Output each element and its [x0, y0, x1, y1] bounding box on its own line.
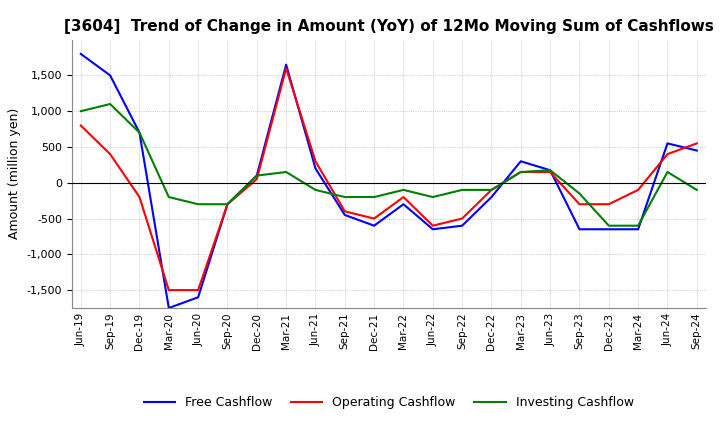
Investing Cashflow [164, 194, 173, 200]
Free Cashflow [487, 194, 496, 200]
Investing Cashflow [634, 223, 642, 228]
Free Cashflow [428, 227, 437, 232]
Investing Cashflow [693, 187, 701, 193]
Investing Cashflow [106, 101, 114, 106]
Operating Cashflow [399, 194, 408, 200]
Investing Cashflow [458, 187, 467, 193]
Operating Cashflow [106, 151, 114, 157]
Investing Cashflow [516, 169, 525, 175]
Operating Cashflow [311, 159, 320, 164]
Operating Cashflow [341, 209, 349, 214]
Operating Cashflow [164, 287, 173, 293]
Free Cashflow [253, 173, 261, 178]
Investing Cashflow [428, 194, 437, 200]
Free Cashflow [106, 73, 114, 78]
Free Cashflow [223, 202, 232, 207]
Operating Cashflow [634, 187, 642, 193]
Operating Cashflow [135, 194, 144, 200]
Operating Cashflow [487, 187, 496, 193]
Investing Cashflow [663, 169, 672, 175]
Investing Cashflow [223, 202, 232, 207]
Operating Cashflow [194, 287, 202, 293]
Operating Cashflow [575, 202, 584, 207]
Investing Cashflow [487, 187, 496, 193]
Operating Cashflow [693, 141, 701, 146]
Investing Cashflow [605, 223, 613, 228]
Free Cashflow [370, 223, 379, 228]
Y-axis label: Amount (million yen): Amount (million yen) [8, 108, 21, 239]
Line: Free Cashflow: Free Cashflow [81, 54, 697, 308]
Free Cashflow [516, 159, 525, 164]
Free Cashflow [341, 213, 349, 218]
Investing Cashflow [253, 173, 261, 178]
Investing Cashflow [282, 169, 290, 175]
Investing Cashflow [76, 109, 85, 114]
Title: [3604]  Trend of Change in Amount (YoY) of 12Mo Moving Sum of Cashflows: [3604] Trend of Change in Amount (YoY) o… [64, 19, 714, 34]
Operating Cashflow [516, 169, 525, 175]
Free Cashflow [164, 305, 173, 311]
Free Cashflow [399, 202, 408, 207]
Investing Cashflow [341, 194, 349, 200]
Investing Cashflow [370, 194, 379, 200]
Free Cashflow [693, 148, 701, 153]
Free Cashflow [546, 168, 554, 173]
Investing Cashflow [311, 187, 320, 193]
Operating Cashflow [282, 66, 290, 71]
Operating Cashflow [605, 202, 613, 207]
Investing Cashflow [546, 168, 554, 173]
Operating Cashflow [223, 202, 232, 207]
Investing Cashflow [575, 191, 584, 196]
Free Cashflow [311, 166, 320, 171]
Free Cashflow [76, 51, 85, 57]
Operating Cashflow [663, 151, 672, 157]
Investing Cashflow [194, 202, 202, 207]
Free Cashflow [634, 227, 642, 232]
Operating Cashflow [253, 176, 261, 182]
Investing Cashflow [135, 130, 144, 135]
Operating Cashflow [458, 216, 467, 221]
Operating Cashflow [546, 169, 554, 175]
Free Cashflow [575, 227, 584, 232]
Investing Cashflow [399, 187, 408, 193]
Operating Cashflow [76, 123, 85, 128]
Free Cashflow [194, 295, 202, 300]
Legend: Free Cashflow, Operating Cashflow, Investing Cashflow: Free Cashflow, Operating Cashflow, Inves… [139, 392, 639, 414]
Line: Operating Cashflow: Operating Cashflow [81, 68, 697, 290]
Free Cashflow [282, 62, 290, 67]
Free Cashflow [605, 227, 613, 232]
Free Cashflow [458, 223, 467, 228]
Line: Investing Cashflow: Investing Cashflow [81, 104, 697, 226]
Free Cashflow [135, 130, 144, 135]
Free Cashflow [663, 141, 672, 146]
Operating Cashflow [428, 223, 437, 228]
Operating Cashflow [370, 216, 379, 221]
